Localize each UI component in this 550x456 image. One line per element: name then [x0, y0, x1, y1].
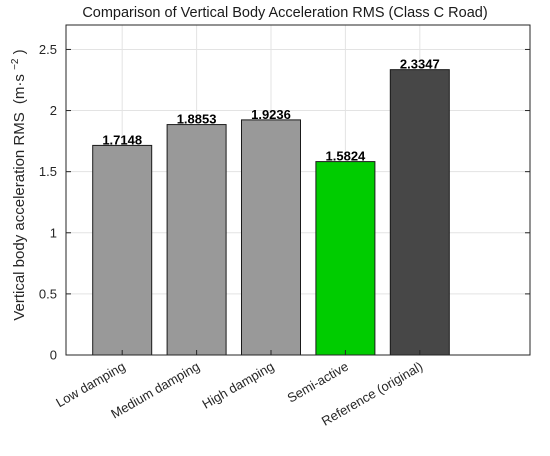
plot-frame	[65, 24, 531, 356]
bar-value-label: 1.8853	[177, 112, 217, 127]
chart-title: Comparison of Vertical Body Acceleration…	[82, 5, 487, 21]
y-axis-label: Vertical body acceleration RMS (m·s −2 )	[5, 49, 28, 320]
bar	[166, 124, 227, 356]
y-axis-label-unit: (m·s	[11, 74, 28, 104]
axes	[65, 24, 531, 356]
bar-value-label: 2.3347	[400, 57, 440, 72]
y-tick-label: 0.5	[39, 286, 57, 301]
bar	[315, 161, 376, 356]
bar-value-label: 1.9236	[251, 107, 291, 122]
y-tick-label: 2.5	[39, 42, 57, 57]
y-axis-label-exponent: −2	[10, 58, 21, 70]
bar-value-label: 1.5824	[326, 149, 367, 164]
bars	[92, 69, 450, 356]
y-axis-label-close: )	[11, 49, 28, 54]
y-tick-label: 1.5	[39, 164, 57, 179]
bar	[92, 144, 153, 356]
bar	[389, 69, 450, 356]
y-axis-label-text: Vertical body acceleration RMS	[11, 112, 28, 320]
y-tick-label: 1	[50, 225, 57, 240]
y-tick-label: 0	[50, 348, 57, 363]
bar-value-label: 1.7148	[102, 132, 142, 147]
y-tick-label: 2	[50, 103, 57, 118]
bar	[241, 119, 301, 356]
